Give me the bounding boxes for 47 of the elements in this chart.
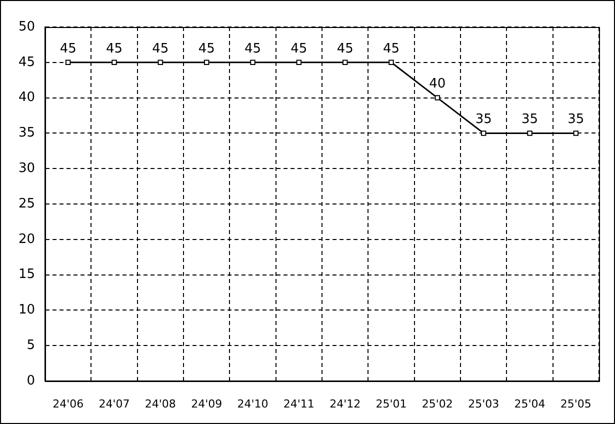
y-tick-label: 20 [18,232,35,247]
data-label: 40 [429,76,446,92]
x-tick-label: 25'01 [376,397,407,410]
point [112,60,117,66]
data-label: 45 [244,41,262,56]
point [573,130,579,136]
x-tick-label: 25'05 [560,397,592,410]
x-tick-label: 24'08 [144,397,176,410]
y-tick-label: 35 [18,126,35,141]
x-tick-label: 24'07 [98,397,130,410]
point [158,60,164,66]
point [480,130,486,136]
point [434,95,440,100]
y-tick-label: 5 [26,338,35,353]
point [204,60,210,66]
x-tick-label: 25'04 [514,397,546,410]
y-tick-label: 10 [18,302,35,318]
x-tick-label: 24'06 [52,397,84,410]
point [527,130,532,136]
point [250,60,256,66]
y-tick-label: 25 [18,196,35,212]
point [296,60,302,66]
point [65,60,71,66]
x-tick-label: 25'03 [468,397,500,410]
point [388,60,394,66]
data-label: 45 [382,41,400,56]
data-label: 45 [336,41,354,56]
data-label: 45 [290,41,308,56]
x-tick-label: 24'10 [237,397,268,410]
data-label: 35 [521,112,538,128]
data-label: 35 [568,112,584,128]
x-tick-label: 24'11 [283,397,314,410]
y-tick-label: 30 [18,160,35,176]
data-label: 35 [475,112,492,128]
y-tick-label: 40 [18,90,35,106]
x-tick-label: 25'02 [422,397,453,410]
y-tick-label: 50 [18,19,35,34]
data-label: 45 [152,41,169,56]
y-tick-label: 45 [18,54,35,70]
data-label: 45 [60,41,76,56]
y-tick-label: 15 [18,267,35,282]
point [342,60,348,66]
data-label: 45 [106,41,123,56]
x-tick-label: 24'09 [191,397,222,410]
x-tick-label: 24'12 [330,397,361,410]
data-label: 45 [198,41,215,56]
y-tick-label: 0 [26,373,35,388]
